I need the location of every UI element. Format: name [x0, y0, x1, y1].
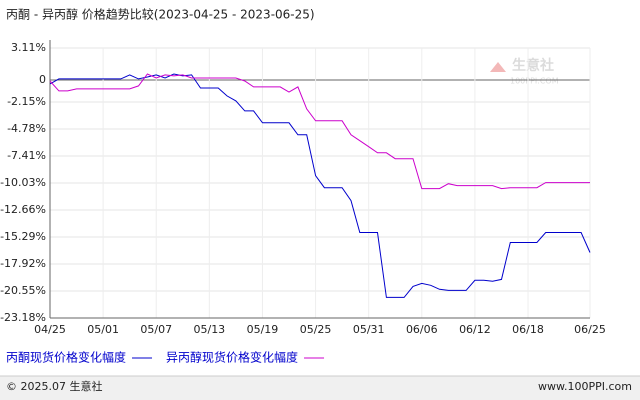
- y-tick-label: -15.29%: [0, 230, 46, 243]
- y-tick-label: -20.55%: [0, 284, 46, 297]
- x-tick-label: 06/12: [459, 323, 491, 336]
- chart-title: 丙酮 - 异丙醇 价格趋势比较(2023-04-25 - 2023-06-25): [6, 7, 315, 22]
- y-tick-label: -7.41%: [7, 149, 46, 162]
- x-tick-label: 04/25: [34, 323, 66, 336]
- series-line: [49, 73, 591, 298]
- legend-label: 异丙醇现货价格变化幅度: [166, 350, 298, 365]
- legend-label: 丙酮现货价格变化幅度: [6, 350, 126, 365]
- x-tick-label: 05/13: [193, 323, 225, 336]
- x-tick-label: 05/19: [247, 323, 279, 336]
- x-tick-label: 05/07: [140, 323, 172, 336]
- y-tick-label: -12.66%: [0, 203, 46, 216]
- x-tick-label: 05/01: [87, 323, 119, 336]
- watermark-site: 100PPI.COM: [510, 77, 559, 86]
- y-tick-label: -4.78%: [7, 122, 46, 135]
- series-line: [49, 73, 590, 190]
- x-tick-label: 06/18: [512, 323, 544, 336]
- y-tick-label: -2.15%: [7, 95, 46, 108]
- footer-bar: [0, 376, 640, 400]
- y-tick-label: 3.11%: [11, 41, 46, 54]
- footer-url: www.100PPI.com: [538, 380, 632, 393]
- y-tick-label: -10.03%: [0, 176, 46, 189]
- x-tick-label: 05/31: [353, 323, 385, 336]
- y-tick-label: -23.18%: [0, 311, 46, 324]
- watermark: 生意社 100PPI.COM: [490, 57, 559, 86]
- x-tick-label: 06/06: [406, 323, 438, 336]
- x-tick-label: 06/25: [574, 323, 606, 336]
- footer-copyright: © 2025.07 生意社: [6, 379, 102, 393]
- x-tick-label: 05/25: [300, 323, 332, 336]
- y-tick-label: -17.92%: [0, 257, 46, 270]
- watermark-brand: 生意社: [512, 57, 554, 74]
- y-tick-label: 0: [39, 73, 46, 86]
- watermark-logo: [490, 62, 506, 72]
